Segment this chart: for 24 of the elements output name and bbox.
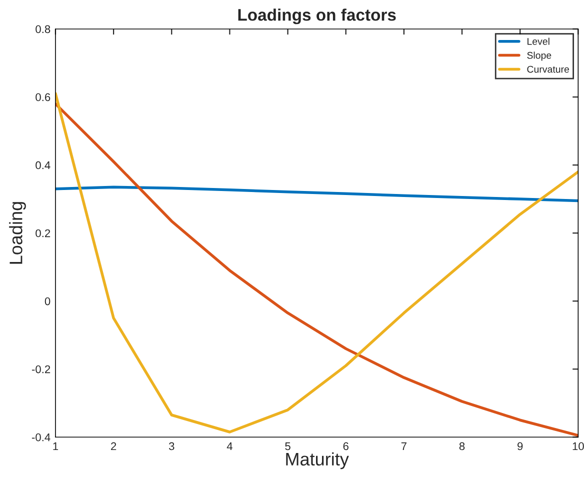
x-tick-label: 2 xyxy=(111,442,116,450)
x-tick-label: 8 xyxy=(459,442,465,450)
x-tick-label: 9 xyxy=(518,442,523,450)
line-series xyxy=(55,186,578,202)
x-tick-label: 1 xyxy=(53,442,58,450)
legend-label: Level xyxy=(528,38,550,45)
x-tick-label: 3 xyxy=(168,442,174,450)
y-tick-label: 0 xyxy=(44,297,50,306)
y-tick-label: 0.2 xyxy=(36,229,50,238)
y-tick-label: -0.4 xyxy=(32,433,50,442)
y-tick-label: 0.4 xyxy=(36,161,50,170)
y-tick-label: -0.2 xyxy=(32,365,50,374)
x-tick-label: 7 xyxy=(401,442,406,450)
legend-label: Slope xyxy=(527,52,552,61)
x-tick-label: 6 xyxy=(343,442,348,450)
x-tick-label: 10 xyxy=(572,442,584,450)
x-tick-label: 5 xyxy=(285,442,290,450)
legend-label: Curvature xyxy=(527,66,569,73)
y-tick-label: 0.6 xyxy=(36,93,50,102)
chart-title: Loadings on factors xyxy=(238,8,396,24)
y-tick-label: 0.8 xyxy=(36,25,50,34)
y-axis-title: Loading xyxy=(9,202,26,264)
x-tick-label: 4 xyxy=(226,442,232,450)
x-axis-title: Maturity xyxy=(286,452,349,470)
